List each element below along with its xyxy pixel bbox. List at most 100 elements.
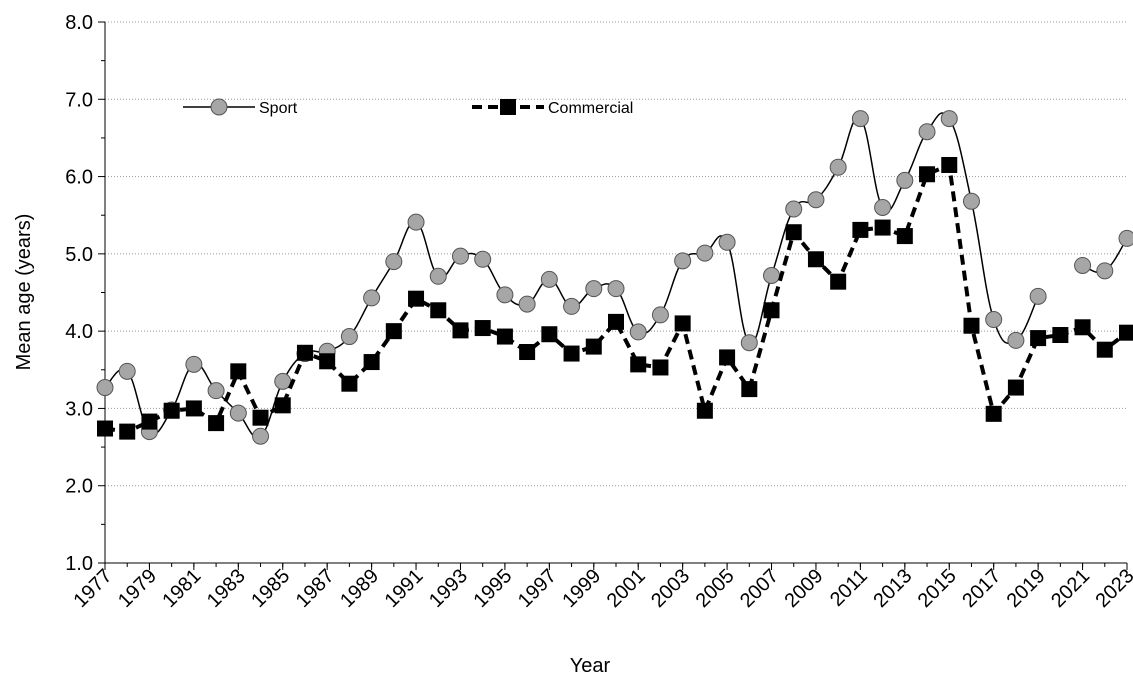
marker — [141, 413, 158, 430]
marker — [207, 382, 225, 400]
x-tick-label: 2007 — [736, 565, 783, 612]
marker — [474, 320, 491, 337]
marker — [1030, 330, 1047, 347]
marker — [341, 375, 358, 392]
x-axis-title: Year — [570, 655, 611, 677]
marker — [252, 427, 270, 445]
x-tick-label: 2005 — [692, 565, 739, 612]
marker — [319, 353, 336, 370]
marker — [830, 273, 847, 290]
marker — [585, 280, 603, 298]
marker — [430, 302, 447, 319]
marker — [807, 251, 824, 268]
marker — [1119, 324, 1133, 341]
marker — [1118, 229, 1133, 247]
marker — [674, 252, 692, 270]
marker — [985, 311, 1003, 329]
marker — [630, 356, 647, 373]
marker — [807, 191, 825, 209]
marker — [740, 334, 758, 352]
marker — [874, 219, 891, 236]
marker — [208, 415, 225, 432]
marker — [163, 402, 180, 419]
marker — [540, 270, 558, 288]
marker — [896, 171, 914, 189]
marker — [918, 123, 936, 141]
marker — [941, 156, 958, 173]
marker — [962, 192, 980, 210]
marker — [496, 328, 513, 345]
marker — [563, 345, 580, 362]
y-tick-label: 2.0 — [65, 476, 93, 498]
marker — [963, 317, 980, 334]
marker — [1052, 327, 1069, 344]
x-tick-label: 1987 — [292, 565, 339, 612]
marker — [563, 297, 581, 315]
marker — [407, 213, 425, 231]
marker — [1007, 379, 1024, 396]
x-tick-label: 1989 — [336, 565, 383, 612]
marker — [119, 423, 136, 440]
x-tick-label: 2015 — [914, 565, 961, 612]
marker — [652, 359, 669, 376]
marker — [940, 110, 958, 128]
marker — [519, 344, 536, 361]
marker — [1096, 262, 1114, 280]
marker — [385, 253, 403, 271]
legend-marker — [500, 99, 516, 115]
y-tick-label: 3.0 — [65, 398, 93, 420]
marker — [696, 402, 713, 419]
x-tick-label: 1999 — [558, 565, 605, 612]
marker — [718, 233, 736, 251]
marker — [829, 158, 847, 176]
marker — [252, 409, 269, 426]
marker — [852, 221, 869, 238]
x-tick-label: 1985 — [247, 565, 294, 612]
marker — [518, 295, 536, 313]
marker — [919, 166, 936, 183]
x-tick-label: 1991 — [381, 565, 428, 612]
x-tick-label: 1993 — [425, 565, 472, 612]
marker — [785, 200, 803, 218]
marker — [585, 338, 602, 355]
x-tick-label: 2023 — [1092, 565, 1133, 612]
x-tick-label: 2001 — [603, 565, 650, 612]
marker — [719, 349, 736, 366]
marker — [185, 355, 203, 373]
x-tick-label: 1981 — [158, 565, 205, 612]
x-tick-label: 2011 — [826, 565, 872, 611]
y-tick-label: 6.0 — [65, 167, 93, 189]
marker — [1029, 287, 1047, 305]
marker — [96, 379, 114, 397]
x-tick-label: 1983 — [203, 565, 250, 612]
y-tick-label: 7.0 — [65, 89, 93, 111]
y-tick-label: 5.0 — [65, 244, 93, 266]
legend-label: Commercial — [548, 100, 633, 117]
series-line — [104, 112, 1128, 439]
marker — [674, 315, 691, 332]
marker — [1096, 341, 1113, 358]
y-tick-label: 4.0 — [65, 321, 93, 343]
marker — [363, 289, 381, 307]
marker — [185, 400, 202, 417]
marker — [97, 420, 113, 437]
marker — [629, 323, 647, 341]
marker — [651, 306, 669, 324]
y-tick-label: 8.0 — [65, 12, 93, 34]
marker — [741, 381, 758, 398]
marker — [408, 290, 425, 307]
marker — [608, 313, 624, 330]
marker — [451, 247, 469, 265]
marker — [785, 224, 802, 241]
marker — [429, 267, 447, 285]
marker — [851, 110, 869, 128]
x-tick-label: 2009 — [780, 565, 827, 612]
marker — [1007, 331, 1025, 349]
marker — [1074, 256, 1092, 274]
x-tick-label: 1997 — [514, 565, 561, 612]
marker — [118, 362, 136, 380]
marker — [896, 228, 913, 245]
marker — [541, 326, 558, 343]
marker — [452, 322, 469, 339]
